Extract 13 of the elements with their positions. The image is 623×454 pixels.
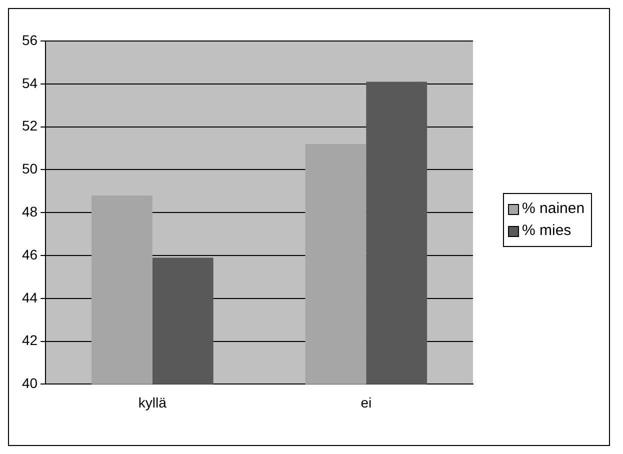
y-tick-label: 50 bbox=[22, 160, 38, 177]
y-tick-label: 40 bbox=[22, 375, 38, 392]
x-tick-label: ei bbox=[360, 394, 372, 410]
y-tick-label: 52 bbox=[22, 118, 38, 134]
legend-label: % nainen bbox=[522, 199, 585, 219]
y-tick-label: 54 bbox=[22, 74, 38, 91]
x-tick-label: kyllä bbox=[138, 394, 167, 410]
legend-label: % mies bbox=[522, 221, 572, 241]
y-tick-label: 44 bbox=[22, 289, 38, 306]
y-tick-label: 56 bbox=[22, 32, 38, 48]
y-tick-label: 48 bbox=[22, 203, 38, 220]
y-tick-label: 46 bbox=[22, 246, 38, 262]
y-tick-label: 42 bbox=[22, 332, 38, 348]
